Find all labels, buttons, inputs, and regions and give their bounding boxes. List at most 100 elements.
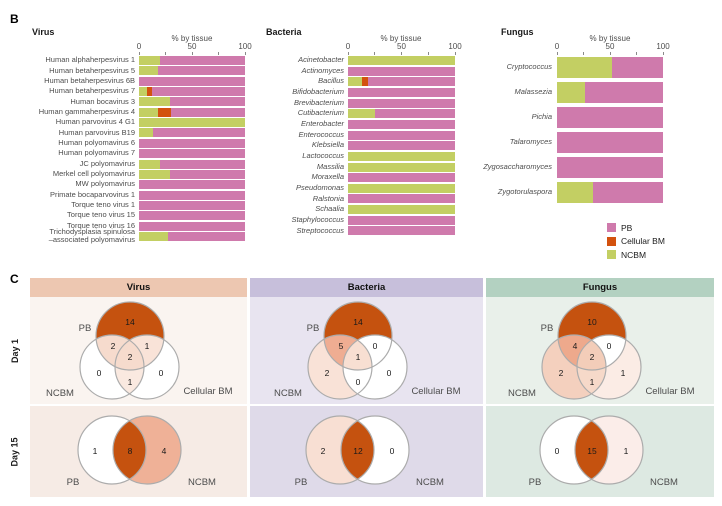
venn-count-ncbm-cbm: 0	[356, 377, 361, 387]
bar-row	[139, 200, 245, 210]
bar-segment-pb	[368, 77, 455, 87]
category-label: Primate bocaparvovirus 1	[49, 189, 135, 199]
venn-count-left: 0	[554, 446, 559, 456]
venn-cell-virus-day1: PB NCBM Cellular BM 14 2 1 2 0 1 0	[30, 297, 247, 404]
legend-swatch-pb	[607, 223, 616, 233]
venn-set-label-ncbm: NCBM	[188, 477, 216, 488]
bar-segment-pb	[160, 159, 245, 169]
bar-row	[557, 107, 663, 128]
bar-row	[139, 190, 245, 200]
venn-set-label-ncbm: NCBM	[46, 388, 74, 399]
bar-segment-pb	[348, 87, 455, 97]
venn2-diagram: PB NCBM 1 8 4	[67, 415, 216, 488]
bar-row	[557, 157, 663, 178]
venn-count-center: 2	[589, 352, 594, 362]
venn-count-left: 2	[321, 446, 326, 456]
bar-segment-ncbm	[348, 205, 455, 215]
venn-cell-fungus-day15: PB NCBM 0 15 1	[486, 406, 714, 497]
bar-segment-ncbm	[348, 56, 455, 65]
axis-tick-label: 50	[397, 42, 406, 51]
bar-segment-pb	[167, 231, 245, 241]
bar-row	[139, 107, 245, 117]
legend-item-cellular-bm: Cellular BM	[607, 235, 665, 249]
category-label: Enterococcus	[298, 129, 344, 139]
category-label: Brevibacterium	[293, 97, 344, 107]
bar-row	[348, 194, 455, 204]
venn-count-ncbm-only: 2	[325, 368, 330, 378]
category-label: Cutibacterium	[297, 108, 344, 118]
venn-circle-pb	[323, 301, 393, 371]
venn-circle-pb	[305, 415, 375, 485]
axis-tick-mark	[347, 52, 349, 55]
axis-tick-mark	[583, 52, 584, 55]
bar-row	[348, 205, 455, 215]
bar-segment-pb	[160, 56, 245, 65]
venn-circle-pb	[538, 415, 609, 485]
bar-segment-pb	[348, 215, 455, 225]
legend-item-ncbm: NCBM	[607, 248, 665, 262]
axis-tick-label: 50	[605, 42, 615, 51]
bar-row	[348, 77, 455, 87]
bar-row	[139, 128, 245, 138]
bar-row	[139, 211, 245, 221]
bar-segment-pb	[139, 221, 245, 231]
venn-set-label-pb: PB	[540, 323, 553, 334]
axis-tick-mark	[165, 52, 166, 55]
venn-count-right: 1	[623, 446, 628, 456]
venn-count-pb-cbm: 0	[606, 341, 611, 351]
bar-segment-ncbm	[139, 56, 161, 65]
axis-tick-label: 100	[448, 42, 462, 51]
venn-circle-pb	[77, 415, 147, 485]
axis-tick-mark	[138, 52, 140, 55]
category-label: Enterobacter	[301, 119, 344, 129]
category-label: Torque teno virus 15	[67, 210, 135, 220]
category-label: Staphylococcus	[291, 214, 344, 224]
axis-tick-mark	[191, 52, 193, 55]
venn-count-inter: 15	[587, 446, 597, 456]
venn-count-pb-ncbm: 5	[339, 341, 344, 351]
venn-set-label-ncbm: NCBM	[274, 388, 302, 399]
bar-segment-pb	[152, 128, 245, 138]
bar-segment-ncbm	[348, 151, 455, 161]
category-label: Human bocavirus 3	[70, 96, 135, 106]
venn-set-label-pb: PB	[307, 323, 320, 334]
category-label: Human betaherpesvirus 5	[49, 65, 135, 75]
category-label: Zygotorulaspora	[497, 187, 552, 197]
panel-b-label: B	[10, 12, 19, 26]
column-header-virus: Virus	[30, 278, 247, 297]
panel-c-label: C	[10, 272, 19, 286]
venn2-diagram: PB NCBM 2 12 0	[295, 415, 444, 488]
row-label-day1: Day 1	[10, 338, 20, 363]
bar-segment-pb	[151, 87, 245, 97]
bar-segment-ncbm	[139, 107, 159, 117]
axis-tick-mark	[454, 52, 456, 55]
axis-tick-mark	[374, 52, 376, 55]
venn-set-label-pb: PB	[67, 477, 80, 488]
bar-row	[139, 169, 245, 179]
venn-set-label-cellular-bm: Cellular BM	[645, 386, 694, 397]
venn-set-label-ncbm: NCBM	[508, 388, 536, 399]
venn-circle-cellular-bm	[575, 334, 642, 400]
bar-segment-cellular-bm	[361, 77, 369, 87]
bar-row	[139, 118, 245, 128]
axis-title-fungus: % by tissue	[589, 34, 631, 43]
venn-count-pb-ncbm: 2	[111, 341, 116, 351]
bar-segment-ncbm	[557, 82, 585, 103]
venn-count-cbm-only: 0	[159, 368, 164, 378]
bar-row	[139, 76, 245, 86]
column-header-bacteria: Bacteria	[250, 278, 483, 297]
venn-set-label-ncbm: NCBM	[416, 477, 444, 488]
bar-row	[139, 138, 245, 148]
venn-count-cbm-only: 1	[620, 368, 625, 378]
bar-segment-pb	[158, 66, 245, 76]
category-label: Human alphaherpesvirus 1	[45, 55, 135, 65]
legend-swatch-ncbm	[607, 250, 616, 260]
venn-circle-ncbm	[307, 334, 373, 400]
venn-count-center: 2	[128, 352, 133, 362]
category-label: Lactococcus	[302, 151, 344, 161]
bar-row	[348, 151, 455, 161]
category-label: Zygosaccharomyces	[483, 162, 552, 172]
venn-circle-pb	[95, 301, 165, 371]
venn-cell-bacteria-day1: PB NCBM Cellular BM 14 5 0 1 2 0 0	[250, 297, 483, 404]
